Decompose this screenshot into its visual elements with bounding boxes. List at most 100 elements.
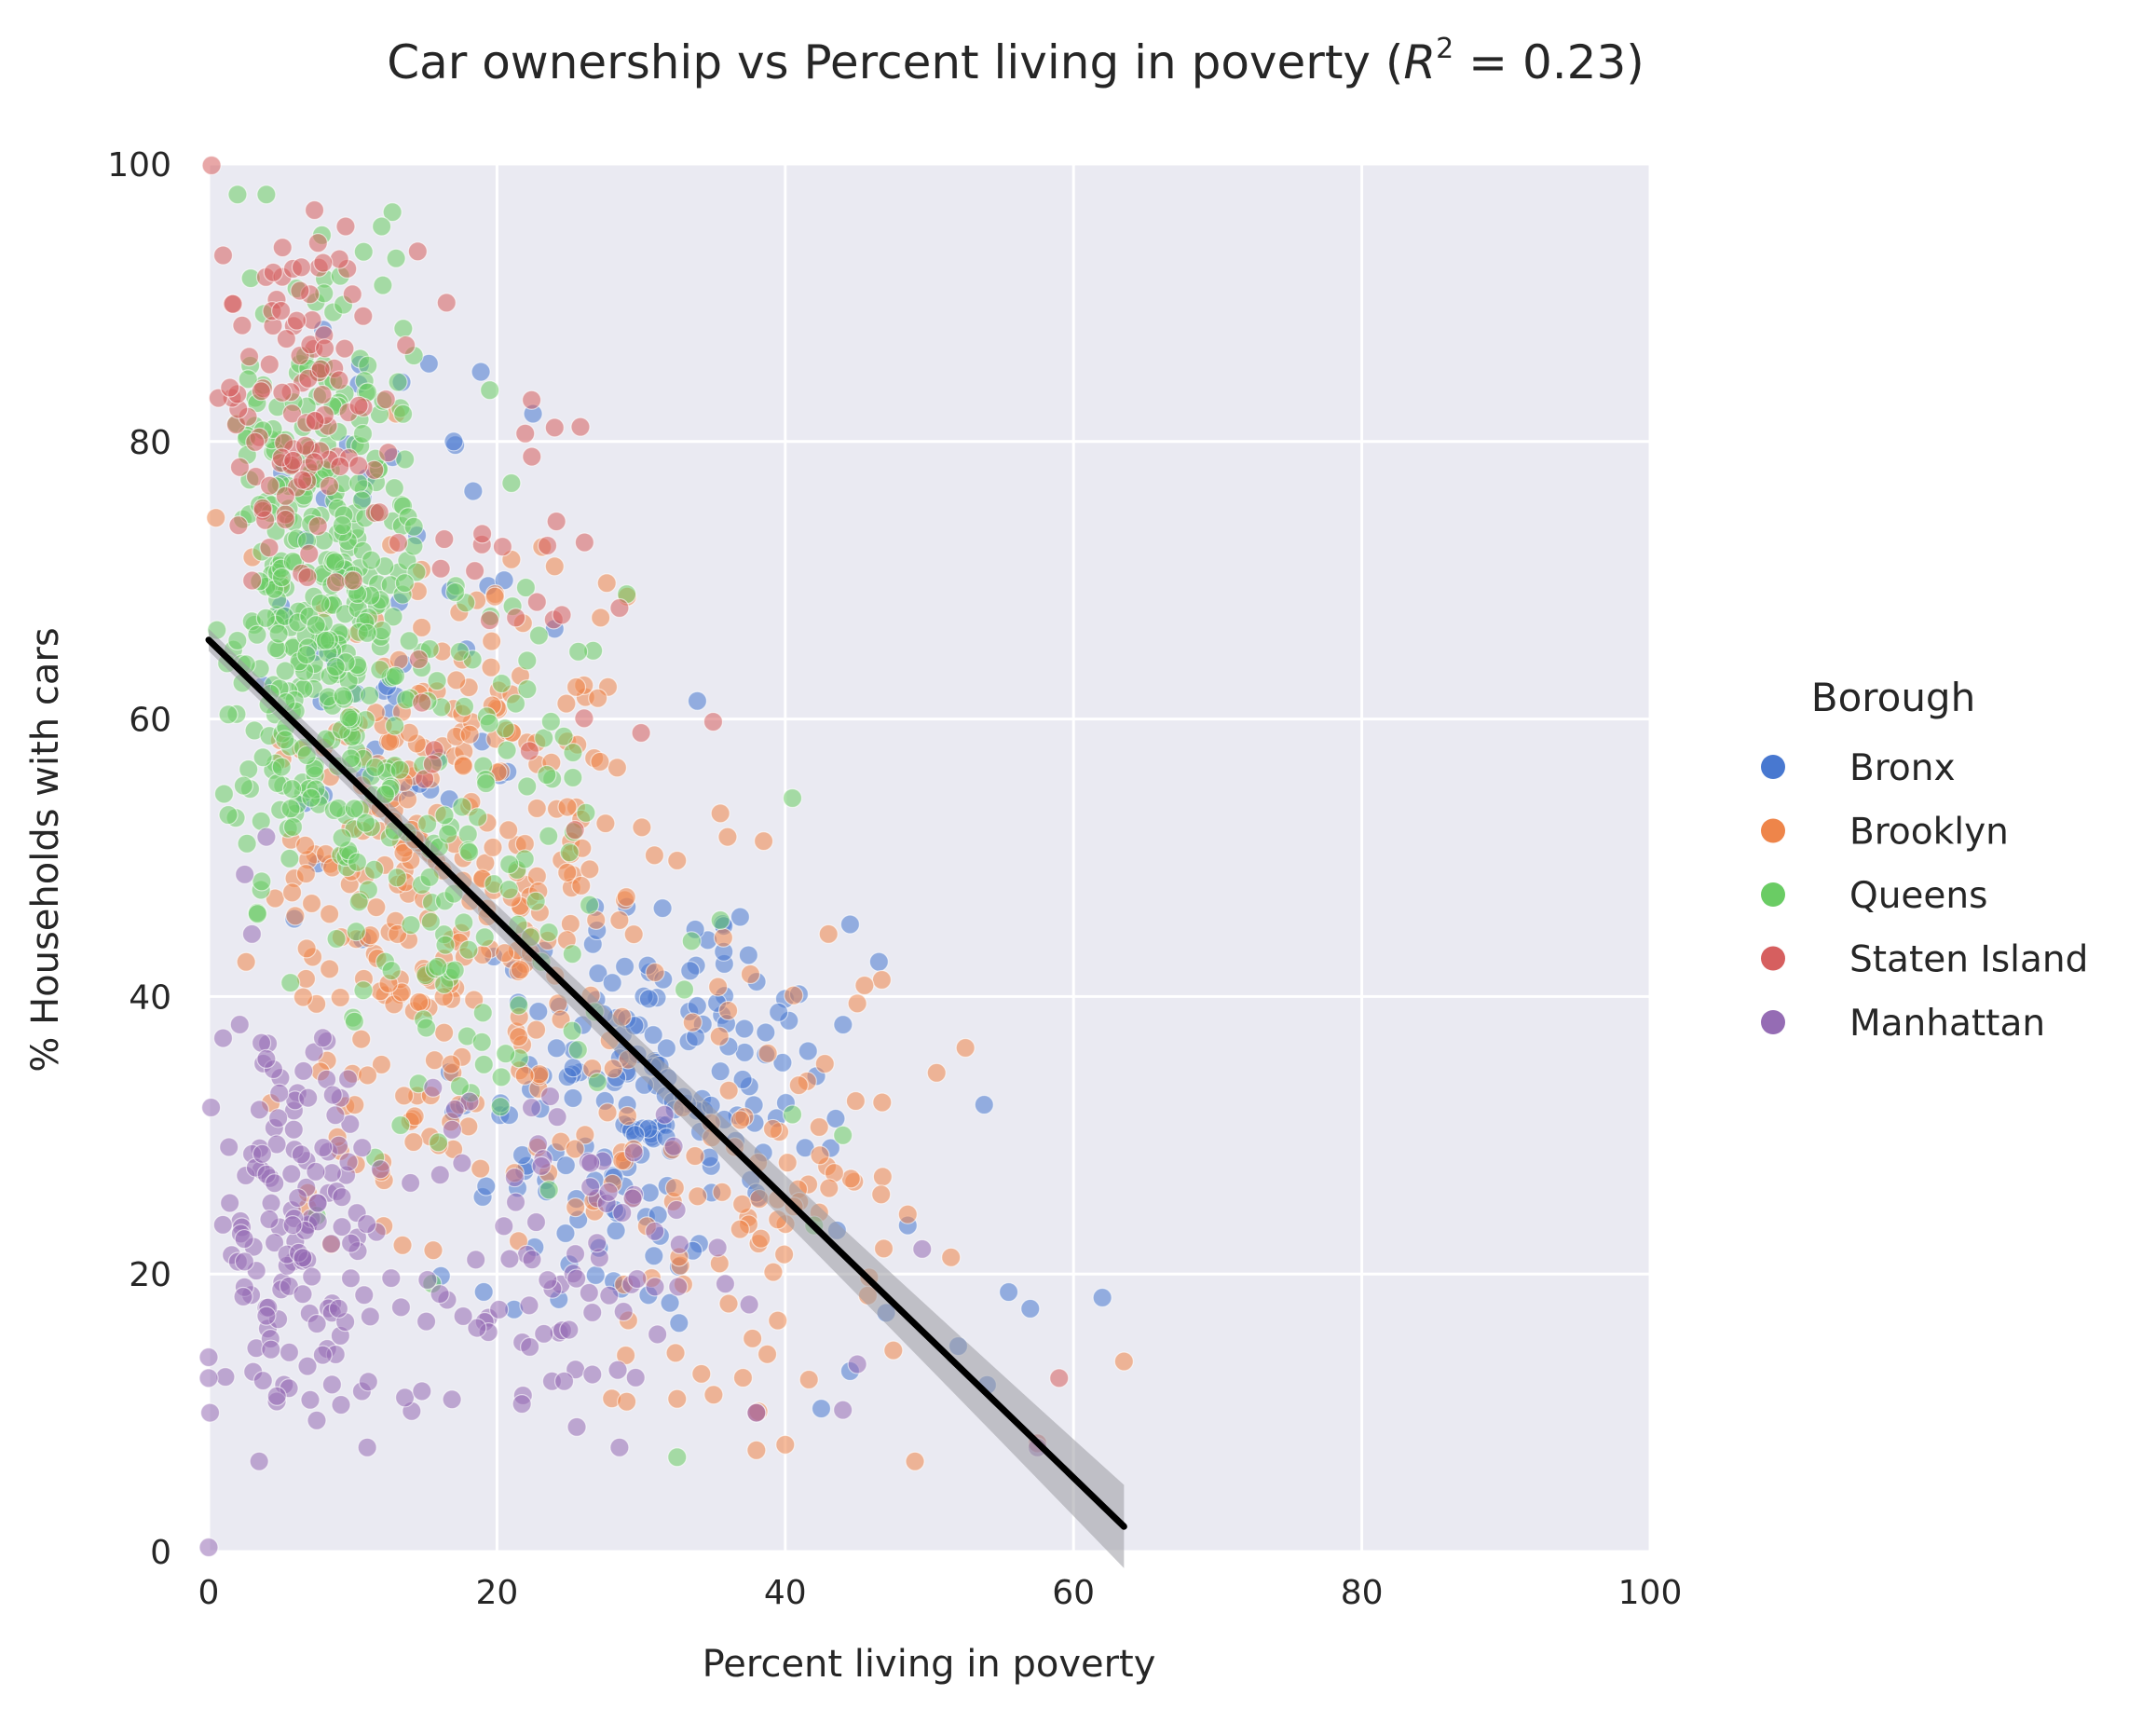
data-point (229, 1014, 250, 1035)
data-point (310, 359, 331, 379)
legend-item-bronx: Bronx (1761, 747, 1956, 789)
data-point (644, 1246, 664, 1266)
data-point (682, 1012, 703, 1032)
data-point (482, 631, 502, 651)
data-point (498, 820, 519, 841)
data-point (390, 1114, 411, 1136)
data-point (687, 690, 708, 711)
data-point (430, 558, 451, 579)
data-point (268, 623, 289, 644)
data-point (623, 1142, 644, 1163)
data-point (688, 1186, 708, 1207)
data-point (234, 1228, 254, 1250)
data-point (480, 380, 500, 401)
data-point (567, 1040, 588, 1060)
data-point (385, 716, 405, 736)
data-point (259, 538, 280, 558)
data-point (264, 1233, 285, 1253)
data-point (534, 728, 554, 748)
data-point (559, 1319, 580, 1340)
data-point (819, 1178, 839, 1198)
data-point (312, 1345, 333, 1365)
data-point (539, 1180, 559, 1200)
x-tick-label: 20 (475, 1574, 518, 1612)
scatter-points (198, 155, 1134, 1558)
data-point (616, 887, 636, 908)
data-point (441, 1054, 461, 1074)
data-point (840, 1169, 861, 1189)
data-point (490, 1097, 511, 1117)
data-point (245, 431, 266, 452)
data-point (746, 1440, 767, 1460)
data-point (285, 906, 306, 926)
data-point (479, 610, 500, 631)
data-point (275, 730, 295, 750)
data-point (304, 452, 324, 472)
data-point (449, 1075, 471, 1097)
data-point (296, 938, 317, 959)
data-point (537, 535, 558, 556)
data-point (346, 922, 366, 942)
data-point (332, 827, 352, 848)
data-point (757, 1043, 778, 1063)
data-point (751, 1228, 771, 1249)
data-point (329, 370, 349, 390)
data-point (715, 1274, 736, 1294)
data-point (667, 1447, 688, 1468)
data-point (512, 1394, 532, 1415)
data-point (348, 892, 369, 912)
data-point (566, 1416, 587, 1437)
data-point (563, 1087, 583, 1109)
data-point (394, 573, 416, 594)
data-point (638, 989, 659, 1009)
data-point (344, 799, 364, 819)
data-point (454, 912, 474, 933)
data-point (546, 511, 566, 532)
data-point (255, 608, 276, 628)
data-point (206, 508, 226, 528)
data-point (588, 963, 608, 984)
data-point (302, 1266, 322, 1287)
data-point (528, 1001, 549, 1022)
data-point (746, 1402, 767, 1423)
data-point (272, 238, 293, 258)
data-point (519, 741, 539, 761)
data-point (438, 824, 458, 844)
data-point (280, 848, 300, 868)
data-point (833, 1015, 853, 1035)
data-point (307, 1314, 327, 1334)
data-point (293, 470, 313, 490)
data-point (352, 423, 374, 444)
data-point (321, 1374, 342, 1395)
data-point (247, 624, 267, 645)
data-point (434, 1022, 455, 1043)
y-tick-label: 0 (150, 1534, 171, 1572)
data-point (282, 816, 304, 838)
data-point (709, 1026, 730, 1046)
data-point (645, 1221, 665, 1241)
data-point (401, 1172, 421, 1194)
data-point (366, 897, 387, 918)
chart-title-r: R (1403, 35, 1436, 89)
data-point (417, 1269, 438, 1291)
data-point (408, 649, 430, 670)
data-point (452, 1153, 472, 1173)
data-point (268, 1108, 289, 1128)
data-point (591, 608, 611, 628)
data-point (798, 1369, 819, 1390)
data-point (232, 315, 252, 335)
legend-item-staten-island: Staten Island (1761, 939, 2088, 981)
data-point (313, 1137, 334, 1158)
data-point (330, 987, 350, 1008)
data-point (329, 249, 349, 269)
data-point (328, 1298, 349, 1319)
data-point (654, 1104, 675, 1125)
data-point (300, 1389, 321, 1410)
data-point (454, 696, 475, 717)
data-point (656, 1038, 677, 1059)
data-point (607, 1360, 628, 1380)
data-point (871, 1184, 892, 1205)
data-point (580, 1153, 601, 1173)
data-point (442, 1119, 462, 1140)
data-point (220, 1193, 240, 1213)
